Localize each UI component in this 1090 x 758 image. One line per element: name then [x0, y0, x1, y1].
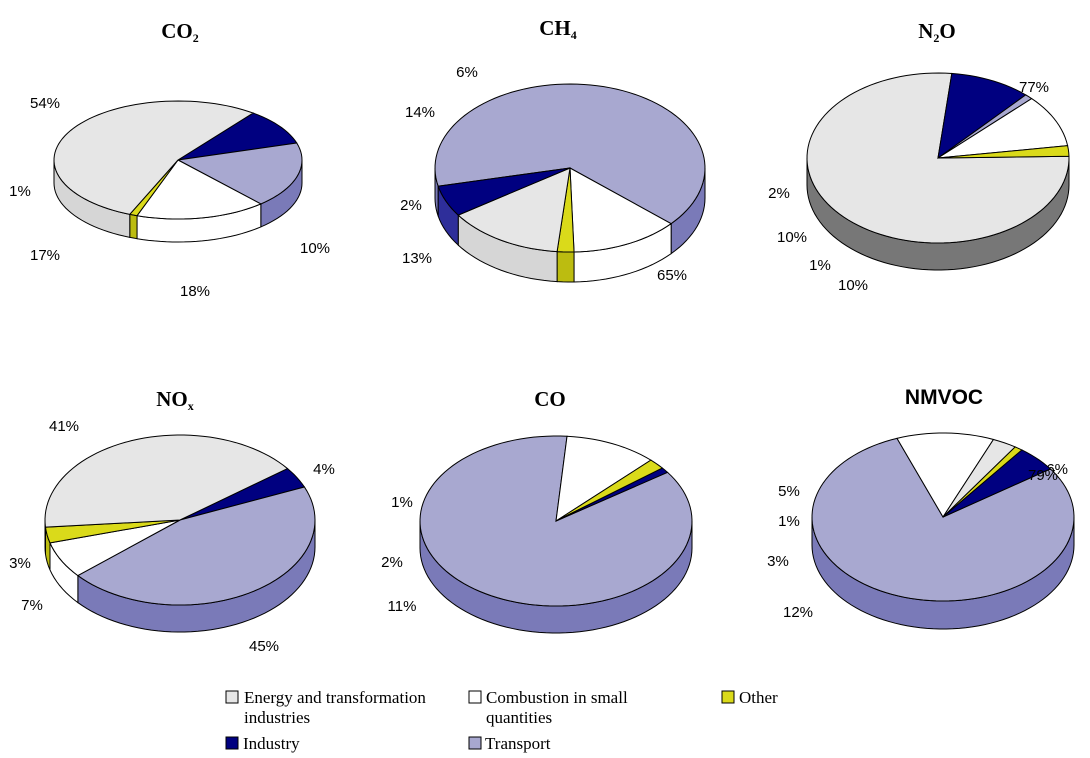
slice-label-transport: 1%: [809, 257, 831, 274]
legend-item-other: Other: [721, 688, 778, 707]
slice-label-other: 2%: [400, 197, 422, 214]
slice-label-transport: 45%: [249, 638, 279, 655]
legend-label-line: Energy and transformation: [244, 688, 426, 707]
slice-labels: 77%10%1%10%2%: [768, 79, 1049, 294]
slice-label-small: 11%: [388, 598, 417, 615]
chart-title: NOx: [156, 387, 194, 413]
slice-label-small: 12%: [783, 604, 813, 621]
pie-chart-nox: NOx 4% 45% 7% 3% 41%: [9, 387, 335, 655]
pie-slice-energy: [457, 167, 571, 253]
pie-slice-other: [937, 145, 1070, 159]
legend-label-line: Transport: [485, 734, 551, 753]
pie-slice-small: [896, 432, 995, 518]
slice-label-small: 10%: [777, 229, 807, 246]
pie-slice-small: [937, 97, 1069, 159]
pie-slice-transport: [76, 486, 316, 606]
legend-swatch-industry: [225, 736, 239, 750]
slice-label-energy: 14%: [405, 104, 435, 121]
legend: Energy and transformation industries Com…: [225, 688, 778, 753]
slice-label-small: 13%: [402, 250, 432, 267]
pie-side-walls: [53, 159, 303, 243]
pie: [811, 432, 1075, 630]
pie-slice-small: [136, 159, 263, 220]
slice-labels: 79% 12% 3% 1% 5%: [767, 467, 1058, 621]
legend-swatch-combustion-small: [468, 690, 482, 704]
pie: [434, 83, 706, 283]
pie-chart-co: CO 86%11%2%1%: [381, 387, 1068, 634]
pie-slice-industry: [555, 467, 669, 522]
legend-label-line: Other: [739, 688, 778, 707]
slice-label-other: 2%: [381, 554, 403, 571]
legend-swatch-transport: [468, 736, 482, 750]
legend-item-industry: Industry: [225, 734, 300, 753]
pie-slice-industry: [177, 112, 298, 161]
slice-label-energy: 41%: [49, 418, 79, 435]
chart-title: NMVOC: [905, 386, 983, 409]
pie-slice-small: [555, 435, 652, 523]
pie-side-other: [556, 251, 575, 283]
slice-label-industry: 4%: [313, 461, 335, 478]
pie-chart-ch4: CH4 65% 13% 2% 14% 6%: [400, 16, 706, 284]
slice-labels: 10% 18% 17% 1% 54%: [9, 95, 330, 300]
slice-label-industry: 10%: [838, 277, 868, 294]
slice-label-industry: 1%: [391, 494, 413, 511]
pie-slice-transport: [176, 142, 303, 205]
slice-label-energy: 3%: [767, 553, 789, 570]
pie-slice-transport: [434, 83, 706, 225]
chart-title: CO: [534, 387, 566, 411]
slice-labels: 86%11%2%1%: [381, 461, 1068, 615]
pie-slice-energy: [44, 434, 289, 528]
slice-label-other: 2%: [768, 185, 790, 202]
slice-label-transport: 79%: [1028, 467, 1058, 484]
slice-label-other: 1%: [778, 513, 800, 530]
chart-title: CH4: [539, 16, 577, 42]
legend-item-combustion-small: Combustion in small quantities: [468, 688, 628, 727]
legend-item-transport: Transport: [468, 734, 551, 753]
legend-label-line: Industry: [243, 734, 300, 753]
pie-chart-n2o: N2O 77%10%1%10%2%: [768, 19, 1070, 294]
pie-slice-industry: [437, 167, 571, 216]
chart-title: CO2: [161, 19, 199, 45]
slice-label-industry: 6%: [456, 64, 478, 81]
pie-slice-industry: [942, 449, 1052, 518]
pie-side-other: [129, 213, 138, 240]
pie-chart-nmvoc: NMVOC 79% 12% 3% 1% 5%: [767, 386, 1075, 630]
chart-title: N2O: [918, 19, 956, 45]
pie-slice-small: [49, 519, 181, 577]
slice-label-small: 7%: [21, 597, 43, 614]
legend-label-line: industries: [244, 708, 310, 727]
pie: [806, 72, 1070, 271]
slice-label-industry: 5%: [778, 483, 800, 500]
slice-label-small: 17%: [30, 247, 60, 264]
legend-label-line: Combustion in small: [486, 688, 628, 707]
pie-slice-transport: [811, 437, 1075, 602]
slice-label-energy: 54%: [30, 95, 60, 112]
pie-slice-industry: [937, 72, 1027, 160]
slice-label-transport: 18%: [180, 283, 210, 300]
legend-item-energy: Energy and transformation industries: [225, 688, 426, 727]
legend-swatch-other: [721, 690, 735, 704]
pie-slice-small: [569, 167, 673, 253]
pie-side-walls: [434, 167, 706, 283]
pie: [53, 100, 303, 243]
slice-label-other: 1%: [9, 183, 31, 200]
legend-swatch-energy: [225, 690, 239, 704]
slice-labels: 4% 45% 7% 3% 41%: [9, 418, 335, 655]
slice-label-other: 3%: [9, 555, 31, 572]
pie-slice-energy: [53, 100, 255, 215]
legend-label-line: quantities: [486, 708, 552, 727]
slice-label-industry: 10%: [300, 240, 330, 257]
pie-slice-industry: [179, 467, 306, 521]
slice-labels: 65% 13% 2% 14% 6%: [400, 64, 687, 284]
slice-label-transport: 65%: [657, 267, 687, 284]
pie: [419, 435, 693, 634]
pie-chart-co2: CO2 10% 18% 17% 1% 54%: [9, 19, 330, 300]
slice-label-energy: 77%: [1019, 79, 1049, 96]
pie: [44, 434, 316, 633]
